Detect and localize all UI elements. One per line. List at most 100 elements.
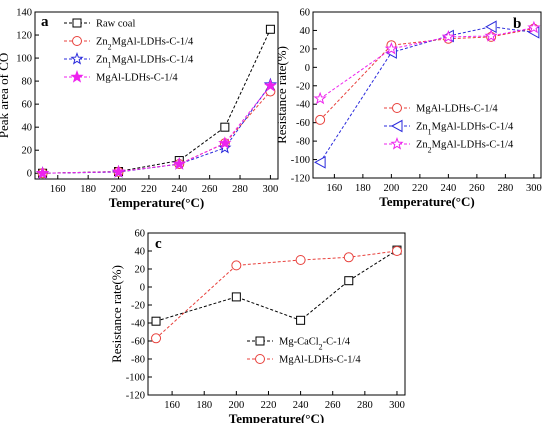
x-tick-label: 260 [325, 400, 341, 411]
y-tick-label: -60 [296, 118, 310, 129]
series-line [155, 250, 398, 339]
x-tick-label: 200 [384, 183, 400, 194]
legend-label: Raw coal [96, 19, 135, 30]
data-point [314, 155, 326, 169]
legend-marker [72, 36, 82, 46]
data-point [231, 292, 241, 302]
series-line [42, 85, 271, 174]
x-tick-label: 240 [171, 184, 187, 195]
legend-label: Zn1MgAl-LDHs-C-1/4 [96, 55, 194, 70]
legend-marker [390, 119, 403, 133]
x-tick-label: 160 [50, 184, 66, 195]
y-tick-label: 40 [300, 26, 311, 37]
x-tick-label: 260 [469, 183, 485, 194]
y-tick-label: 140 [16, 8, 32, 19]
y-tick-label: 20 [22, 146, 33, 157]
y-tick-label: 0 [27, 169, 32, 180]
x-tick-label: 300 [526, 183, 542, 194]
legend-label: Zn2MgAl-LDHs-C-1/4 [416, 140, 514, 155]
panel-a: 160 180 200 220 240 260 280 300 0 20 40 60 80 100 120 1… [0, 8, 279, 210]
legend-marker [392, 103, 402, 113]
legend-marker [70, 52, 84, 65]
data-point [218, 136, 232, 149]
panel-letter: a [41, 14, 49, 30]
x-tick-label: 280 [357, 400, 373, 411]
data-point [151, 316, 161, 326]
y-tick-label: -80 [131, 355, 145, 366]
x-tick-label: 220 [141, 184, 157, 195]
y-tick-label: 40 [135, 247, 146, 258]
panel-letter: c [155, 236, 162, 252]
x-tick-label: 220 [261, 400, 277, 411]
y-tick-label: -100 [291, 155, 310, 166]
x-axis-label: Temperature(°C) [109, 195, 204, 210]
legend-label: Zn2MgAl-LDHs-C-1/4 [96, 37, 194, 52]
y-tick-label: 80 [22, 77, 33, 88]
x-axis-label: Temperature(°C) [229, 411, 324, 423]
y-tick-label: -20 [131, 301, 145, 312]
legend-marker [390, 137, 404, 150]
x-tick-label: 200 [228, 400, 244, 411]
legend-label: MgAl-LDHs-C-1/4 [96, 73, 178, 84]
x-tick-label: 200 [111, 184, 127, 195]
plot-frame [34, 11, 279, 180]
series-line [155, 249, 398, 322]
x-tick-label: 240 [441, 183, 457, 194]
y-tick-label: -60 [131, 337, 145, 348]
data-point [484, 29, 498, 42]
legend-marker [255, 336, 265, 346]
x-tick-label: 220 [412, 183, 428, 194]
y-tick-label: -120 [126, 391, 145, 402]
x-tick-label: 260 [202, 184, 218, 195]
data-point [35, 166, 50, 179]
y-axis-label: Resistance rate(%) [274, 46, 289, 144]
data-point [151, 333, 162, 344]
data-point [218, 140, 232, 154]
legend-label: Zn1MgAl-LDHs-C-1/4 [416, 122, 514, 137]
legend-marker [72, 18, 82, 28]
series-line [319, 27, 534, 100]
y-tick-label: 40 [22, 123, 33, 134]
y-tick-label: 0 [305, 63, 310, 74]
x-tick-label: 280 [232, 184, 248, 195]
y-tick-label: 60 [300, 8, 311, 19]
data-point [313, 91, 327, 105]
data-point [527, 20, 541, 34]
y-tick-label: -40 [296, 100, 310, 111]
y-tick-label: 20 [300, 44, 311, 55]
data-point [231, 260, 242, 271]
x-tick-label: 160 [327, 183, 343, 194]
data-point [265, 24, 275, 34]
data-point [296, 315, 306, 325]
data-point [315, 114, 326, 125]
y-tick-label: 60 [135, 229, 146, 240]
x-tick-label: 280 [498, 183, 514, 194]
legend-marker [70, 70, 84, 83]
y-tick-label: 0 [140, 283, 145, 294]
data-point [220, 122, 230, 132]
data-point [111, 164, 126, 178]
plot-frame [147, 232, 406, 396]
data-point [263, 78, 278, 92]
legend-label: Mg-CaCl2-C-1/4 [279, 337, 351, 352]
y-tick-label: 120 [16, 31, 32, 42]
y-axis-label: Peak area of CO [0, 53, 11, 139]
legend-marker [255, 354, 265, 364]
data-point [384, 41, 398, 55]
x-tick-label: 300 [389, 400, 405, 411]
x-tick-label: 240 [293, 400, 309, 411]
y-tick-label: -20 [296, 81, 310, 92]
legend-label: MgAl-LDHs-C-1/4 [279, 355, 361, 366]
legend-label: MgAl-LDHs-C-1/4 [416, 104, 498, 115]
y-tick-label: -40 [131, 319, 145, 330]
y-axis-label: Resistance rate(%) [109, 265, 124, 363]
data-point [441, 29, 455, 43]
y-tick-label: 100 [16, 54, 32, 65]
x-tick-label: 180 [355, 183, 371, 194]
x-tick-label: 160 [164, 400, 180, 411]
data-point [344, 276, 354, 286]
panel-b: 160 180 200 220 240 260 280 300-120-100-80-60-4… [274, 8, 542, 210]
data-point [343, 252, 354, 263]
data-point [172, 157, 186, 170]
